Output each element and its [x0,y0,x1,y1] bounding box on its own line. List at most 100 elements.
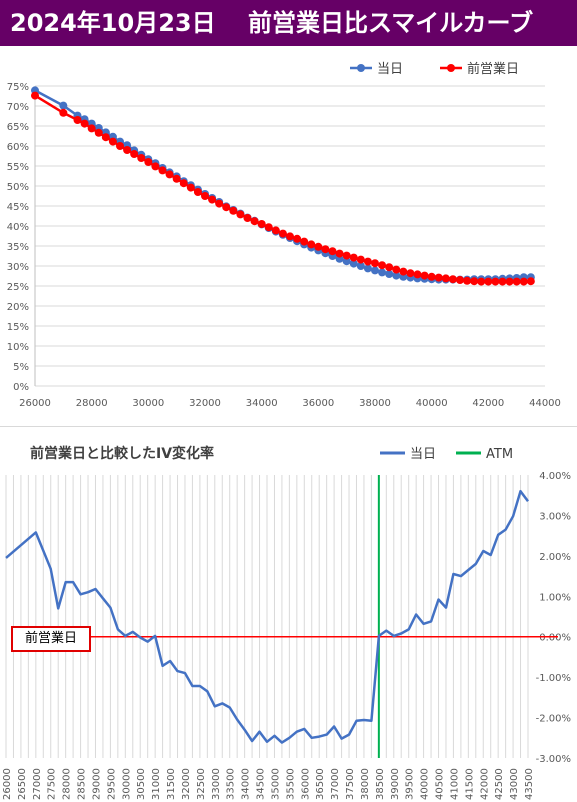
y-tick-label: -1.00% [536,673,571,684]
x-tick-label: 36500 [315,768,326,800]
y-tick-label: 70% [7,102,29,113]
y-tick-label: 0% [13,382,29,393]
data-point [363,257,372,266]
data-point [349,253,358,262]
data-point [427,272,436,281]
x-tick-label: 42000 [479,768,490,800]
legend-label: 前営業日 [467,61,519,77]
series-line [5,489,530,744]
data-point [158,166,167,175]
data-point [526,277,535,286]
data-point [165,170,174,179]
data-point [392,271,401,280]
data-point [463,276,472,285]
data-point [356,262,365,270]
data-point [123,146,132,154]
data-point [392,265,401,274]
data-point [186,183,195,192]
y-tick-label: 4.00% [539,471,571,482]
x-tick-label: 28500 [77,768,88,800]
data-point [31,91,39,100]
data-point [484,277,493,286]
data-point [378,261,387,270]
x-tick-label: 37500 [345,768,356,800]
data-point [413,270,422,279]
y-tick-label: 20% [7,302,29,313]
x-tick-label: 32000 [189,398,221,409]
data-point [505,277,514,286]
data-point [101,133,110,142]
data-point [222,203,231,212]
x-tick-label: 27500 [47,768,58,800]
x-tick-label: 44000 [529,398,561,409]
x-tick-label: 39500 [405,768,416,800]
data-point [434,273,443,282]
x-tick-label: 43000 [509,768,520,800]
data-point [144,158,153,166]
y-tick-label: 30% [7,262,29,273]
data-point [406,269,415,278]
data-point [59,101,68,110]
x-tick-label: 28000 [76,398,108,409]
data-point [201,192,209,200]
x-tick-label: 41000 [449,768,460,800]
legend-label: 当日 [410,447,436,462]
x-tick-label: 43500 [524,768,535,800]
data-point [363,264,372,273]
x-tick-label: 39000 [390,768,401,800]
data-point [385,263,394,272]
x-tick-label: 32000 [181,768,192,800]
data-point [193,188,202,196]
data-point [73,116,82,124]
data-point [108,137,117,146]
title-banner: 2024年10月23日 前営業日比スマイルカーブ [0,0,577,46]
data-point [519,277,528,286]
y-tick-label: 55% [7,162,29,173]
previous-day-label-text: 前営業日 [24,631,77,646]
series-line [34,94,531,283]
data-point [314,242,323,251]
x-tick-label: 34000 [241,768,252,800]
data-point [87,124,96,133]
data-point [257,220,266,228]
data-point [243,214,252,222]
data-point [441,274,450,283]
x-tick-label: 35000 [270,768,281,800]
data-point [371,259,379,268]
x-tick-label: 34500 [256,768,267,800]
x-tick-label: 36000 [302,398,334,409]
data-point [356,255,365,264]
data-point [420,271,429,280]
x-tick-label: 40500 [435,768,446,800]
data-point [229,206,238,215]
data-point [321,245,330,254]
data-point [328,247,337,256]
y-tick-label: 35% [7,242,29,253]
y-tick-label: 25% [7,282,29,293]
data-point [236,210,245,219]
x-tick-label: 32500 [196,768,207,800]
data-point [80,119,89,128]
x-tick-label: 30000 [121,768,132,800]
legend-label: 当日 [377,62,403,77]
y-tick-label: 45% [7,202,29,213]
x-tick-label: 33000 [211,768,222,800]
iv-change-chart: 前営業日と比較したIV変化率 当日 ATM 4.00% 3.00% 2.00% 1.00% 0… [2,445,571,800]
y-tick-label: 60% [7,142,29,153]
data-point [250,217,259,226]
y-tick-label: -3.00% [536,754,571,765]
x-tick-label: 36000 [300,768,311,800]
legend-marker [447,64,455,72]
data-point [491,277,500,286]
data-point [151,162,160,171]
data-point [470,277,479,286]
x-tick-label: 42000 [472,398,504,409]
x-tick-label: 38000 [360,768,371,800]
x-tick-label: 29000 [91,768,102,800]
data-point [456,276,464,284]
x-tick-label: 35500 [285,768,296,800]
y-tick-label: 5% [13,362,29,373]
data-point [264,223,273,232]
x-tick-label: 31000 [151,768,162,800]
data-point [512,277,521,286]
